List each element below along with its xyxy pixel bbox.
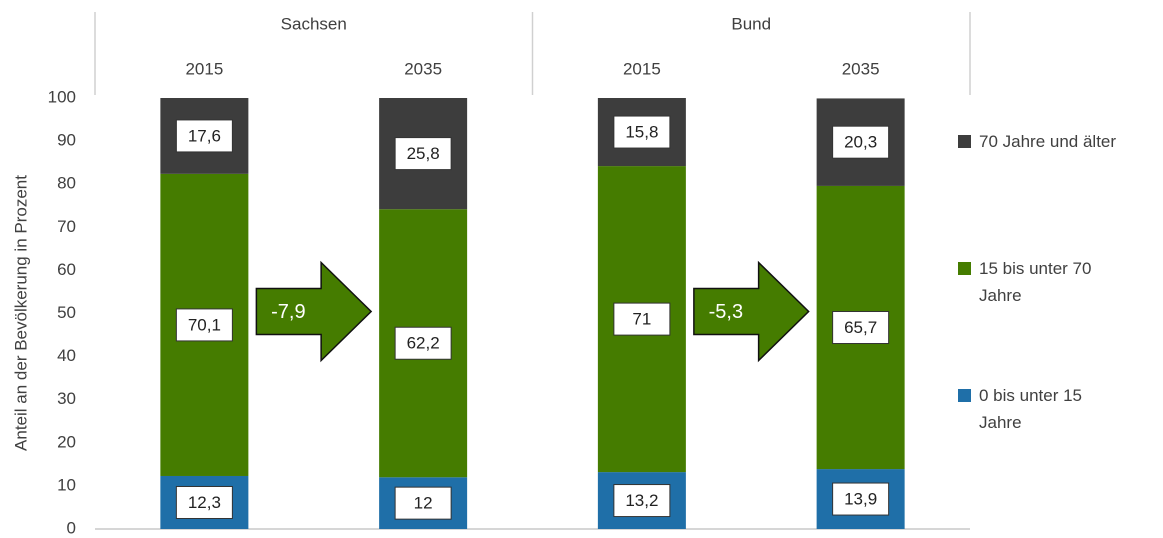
legend-item: 15 bis unter 70 Jahre (958, 255, 1158, 309)
data-label-box (832, 311, 890, 345)
change-arrow (693, 260, 810, 363)
group-label: Bund (731, 14, 771, 33)
data-label: 71 (632, 310, 651, 329)
legend-swatch (958, 262, 971, 275)
y-tick-label: 100 (48, 87, 76, 106)
data-label-box (613, 115, 671, 149)
data-label: 15,8 (625, 123, 658, 142)
legend-item: 0 bis unter 15 Jahre (958, 382, 1158, 436)
y-tick-label: 40 (57, 346, 76, 365)
x-tick-label: 2035 (842, 59, 880, 78)
data-label: 70,1 (188, 315, 221, 334)
data-label-box (175, 485, 233, 519)
y-tick-label: 80 (57, 174, 76, 193)
y-tick-label: 20 (57, 432, 76, 451)
legend-label: 0 bis unter 15 Jahre (979, 386, 1083, 432)
y-axis-label: Anteil an der Bevölkerung in Prozent (11, 175, 30, 451)
y-tick-label: 30 (57, 389, 76, 408)
data-label: 17,6 (188, 126, 221, 145)
legend-swatch (958, 135, 971, 148)
legend-swatch (958, 389, 971, 402)
data-label-box (613, 302, 671, 336)
data-label-box (832, 482, 890, 516)
data-label: 13,9 (844, 490, 877, 509)
y-tick-label: 70 (57, 217, 76, 236)
y-tick-label: 10 (57, 475, 76, 494)
data-label: 65,7 (844, 318, 877, 337)
legend-label: 15 bis unter 70 Jahre (979, 259, 1092, 305)
legend-item: 70 Jahre und älter (958, 128, 1158, 155)
data-label: 25,8 (407, 144, 440, 163)
annotation: -7,9 (271, 301, 305, 323)
data-label-box (175, 119, 233, 153)
y-tick-label: 90 (57, 131, 76, 150)
data-label: 20,3 (844, 133, 877, 152)
change-arrow (255, 260, 373, 363)
y-tick-label: 0 (67, 518, 76, 537)
data-label-box (832, 125, 890, 159)
x-tick-label: 2015 (623, 59, 661, 78)
data-label: 12 (414, 494, 433, 513)
data-label: 13,2 (625, 491, 658, 510)
data-label-box (613, 484, 671, 518)
data-label-box (175, 308, 233, 342)
data-label-box (394, 486, 452, 520)
x-tick-label: 2035 (404, 59, 442, 78)
data-label-box (394, 326, 452, 360)
group-label: Sachsen (281, 14, 347, 33)
y-tick-label: 60 (57, 260, 76, 279)
legend-label: 70 Jahre und älter (979, 132, 1117, 151)
x-tick-label: 2015 (185, 59, 223, 78)
annotation: -5,3 (709, 301, 743, 323)
y-tick-label: 50 (57, 303, 76, 322)
data-label: 62,2 (407, 334, 440, 353)
data-label-box (394, 137, 452, 171)
data-label: 12,3 (188, 493, 221, 512)
